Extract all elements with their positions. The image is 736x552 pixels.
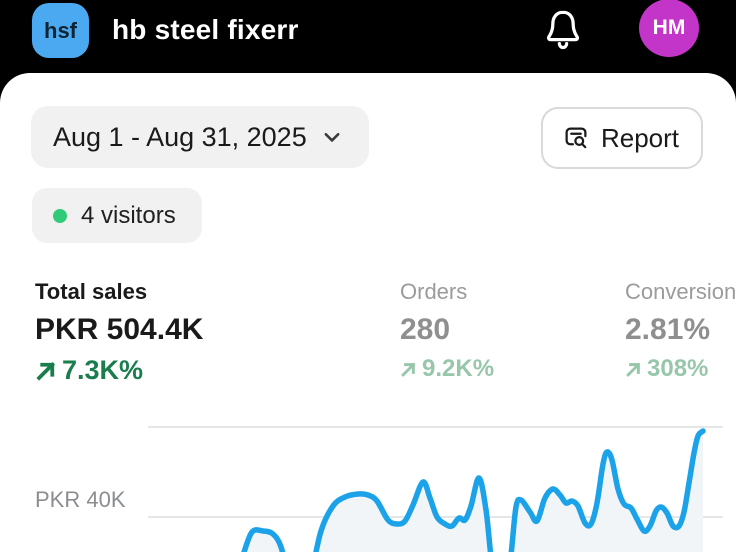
store-badge-initials: hsf <box>44 17 77 43</box>
metric-label: Conversion rate <box>625 279 736 304</box>
arrow-up-right-icon <box>625 361 642 378</box>
sales-line <box>241 428 706 552</box>
metric-orders[interactable]: Orders 280 9.2K% <box>400 279 494 383</box>
metric-delta: 9.2K% <box>400 355 494 383</box>
live-visitors-pill[interactable]: 4 visitors <box>32 188 202 243</box>
metric-delta-value: 9.2K% <box>422 355 495 382</box>
metric-value: 280 <box>400 313 451 346</box>
store-badge[interactable]: hsf <box>32 3 89 58</box>
arrow-up-right-icon <box>400 361 417 378</box>
metric-value: PKR 504.4K <box>35 313 204 346</box>
y-axis-tick-40k: PKR 40K <box>35 487 126 512</box>
store-title: hb steel fixerr <box>112 14 299 45</box>
report-label: Report <box>600 122 679 153</box>
metric-delta: 308% <box>625 355 736 383</box>
notifications-button[interactable] <box>540 6 586 56</box>
sales-chart[interactable]: PKR 40K PKR 20K <box>0 400 736 552</box>
bell-icon <box>540 10 586 60</box>
sales-chart-plot <box>148 426 723 552</box>
dashboard-card: Aug 1 - Aug 31, 2025 Report 4 visitors T… <box>0 73 736 552</box>
live-visitors-dot-icon <box>53 208 67 223</box>
metric-total-sales[interactable]: Total sales PKR 504.4K 7.3K% <box>35 279 203 386</box>
app-bar: hsf hb steel fixerr HM <box>0 0 736 73</box>
metric-label: Total sales <box>35 279 148 304</box>
live-visitors-label: 4 visitors <box>81 201 176 229</box>
metric-delta-value: 308% <box>647 355 709 382</box>
report-button[interactable]: Report <box>540 107 703 169</box>
metric-delta: 7.3K% <box>35 355 203 386</box>
metric-conversion-rate[interactable]: Conversion rate 2.81% 308% <box>625 279 736 383</box>
report-icon <box>561 123 591 153</box>
metric-label: Orders <box>400 279 468 304</box>
metric-value: 2.81% <box>625 313 711 346</box>
chevron-down-icon <box>321 126 343 148</box>
metric-delta-value: 7.3K% <box>62 355 144 385</box>
sales-area-fill <box>244 431 703 552</box>
avatar-initials: HM <box>652 16 686 39</box>
date-range-selector[interactable]: Aug 1 - Aug 31, 2025 <box>31 106 369 168</box>
date-range-label: Aug 1 - Aug 31, 2025 <box>53 121 307 152</box>
account-avatar[interactable]: HM <box>639 0 699 57</box>
arrow-up-right-icon <box>35 360 57 382</box>
